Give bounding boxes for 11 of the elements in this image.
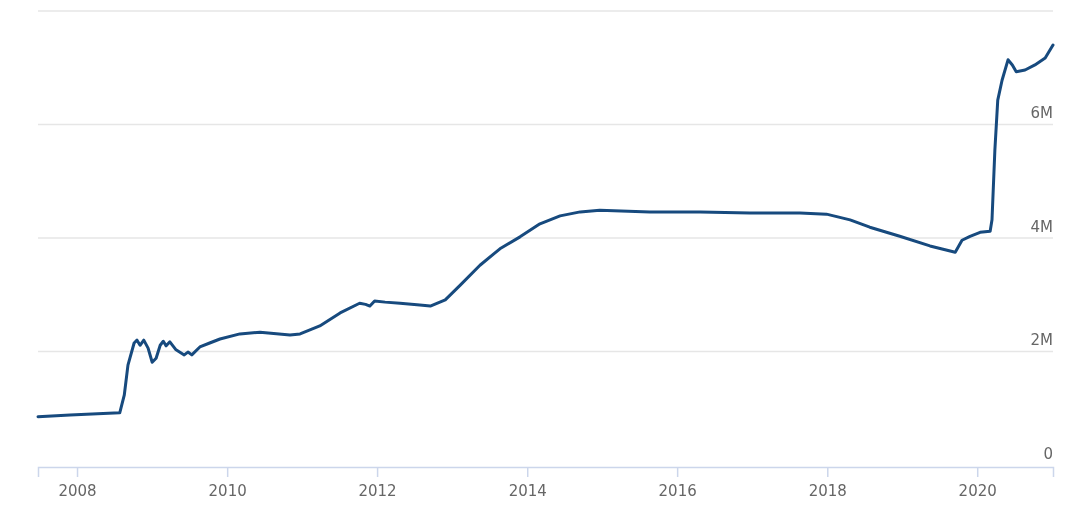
x-tick-label: 2020 <box>958 481 997 500</box>
x-tick-label: 2010 <box>208 481 247 500</box>
x-tick-label: 2018 <box>808 481 847 500</box>
x-tick-label: 2016 <box>658 481 697 500</box>
y-tick-label: 6M <box>1030 104 1053 123</box>
x-tick-label: 2008 <box>58 481 97 500</box>
y-tick-label: 0 <box>1043 444 1053 463</box>
x-tick-label: 2012 <box>358 481 397 500</box>
y-tick-label: 2M <box>1030 331 1053 350</box>
y-tick-label: 4M <box>1030 217 1053 236</box>
x-tick-label: 2014 <box>508 481 547 500</box>
